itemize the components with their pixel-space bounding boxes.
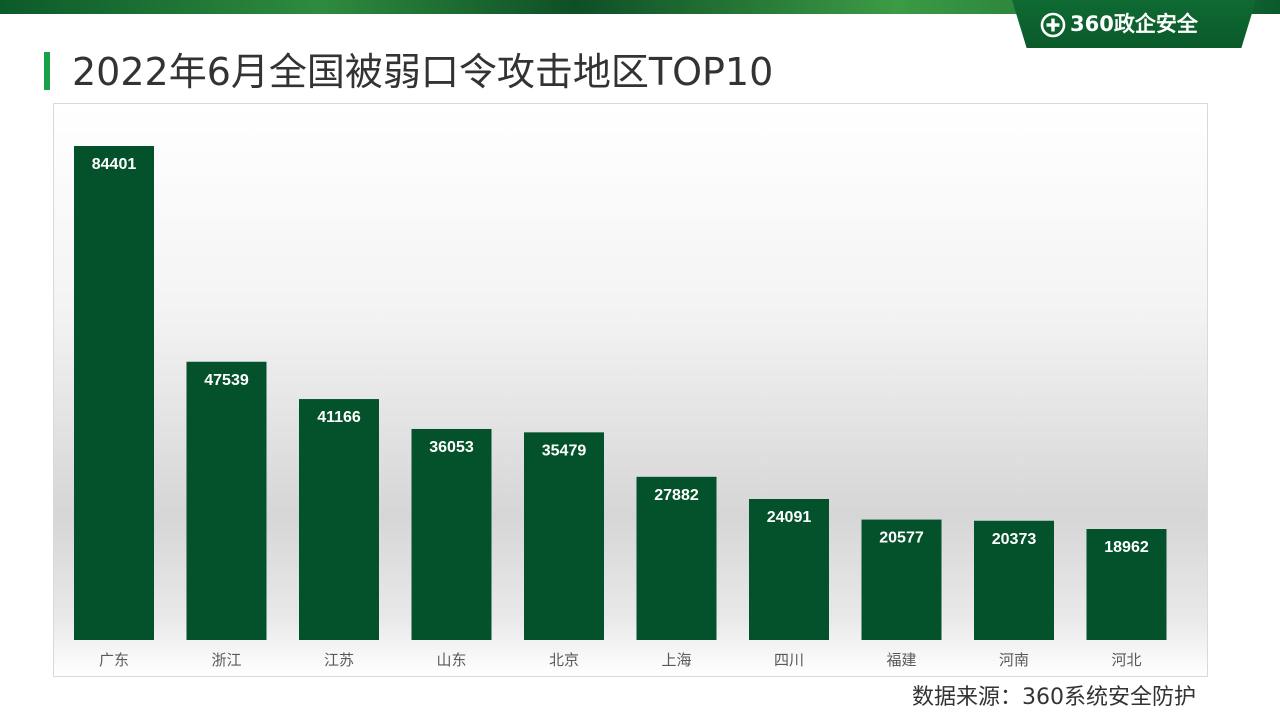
data-label-江苏: 41166 — [317, 409, 361, 426]
bar-浙江 — [186, 361, 267, 640]
bar-广东 — [74, 146, 154, 640]
category-label-广东: 广东 — [99, 651, 129, 669]
data-label-河南: 20373 — [992, 531, 1037, 548]
bar-河北 — [1086, 529, 1167, 640]
data-label-浙江: 47539 — [204, 372, 249, 389]
data-label-山东: 36053 — [429, 439, 474, 456]
data-label-北京: 35479 — [542, 442, 587, 459]
category-label-上海: 上海 — [661, 651, 691, 669]
category-label-四川: 四川 — [774, 651, 804, 669]
category-label-北京: 北京 — [549, 651, 579, 669]
category-label-福建: 福建 — [886, 651, 916, 669]
category-label-江苏: 江苏 — [324, 651, 354, 669]
category-label-河北: 河北 — [1111, 651, 1141, 669]
brand-logo-icon — [1040, 12, 1066, 38]
bar-河南 — [974, 520, 1054, 640]
bar-chart: 84401 广东 47539 浙江 41166 江苏 36053 山东 35479 北京 27882… — [74, 146, 1167, 669]
category-label-浙江: 浙江 — [211, 651, 241, 669]
bar-江苏 — [299, 399, 379, 640]
title-accent-bar — [44, 52, 50, 90]
category-label-河南: 河南 — [999, 651, 1029, 669]
bar-上海 — [636, 476, 717, 640]
page-title: 2022年6月全国被弱口令攻击地区TOP10 — [72, 50, 774, 94]
data-source-note: 数据来源：360系统安全防护 — [912, 685, 1196, 710]
chart-frame: 84401 广东 47539 浙江 41166 江苏 36053 山东 35479 北京 27882… — [53, 103, 1208, 677]
bar-山东 — [411, 428, 492, 640]
data-label-四川: 24091 — [767, 509, 812, 526]
bar-北京 — [524, 432, 604, 640]
bar-四川 — [749, 498, 829, 640]
header-band — [0, 0, 1280, 14]
data-label-广东: 84401 — [92, 156, 137, 173]
data-label-福建: 20577 — [879, 530, 924, 547]
data-label-河北: 18962 — [1104, 539, 1149, 556]
bar-福建 — [861, 519, 942, 640]
category-label-山东: 山东 — [436, 651, 466, 669]
brand-name: 360政企安全 — [1070, 12, 1198, 36]
data-label-上海: 27882 — [654, 487, 699, 504]
